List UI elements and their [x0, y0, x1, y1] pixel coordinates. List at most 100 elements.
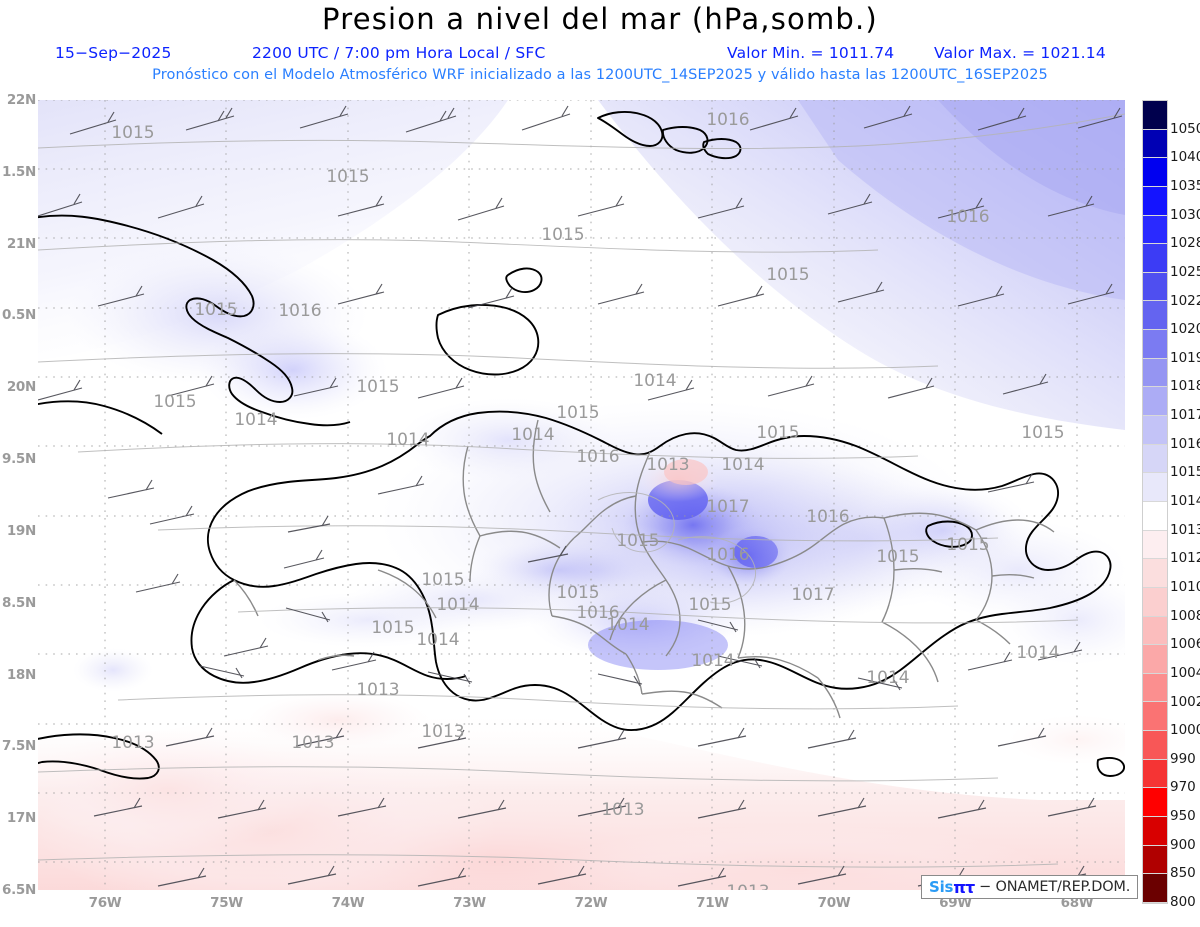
contour-label-26: 1015	[421, 570, 464, 590]
colorbar-label-1016: 1016	[1170, 435, 1200, 452]
contour-label-34: 1014	[606, 615, 649, 635]
colorbar-cell-1030[interactable]	[1143, 186, 1167, 216]
colorbar-cell-1010[interactable]	[1143, 559, 1167, 588]
longitude-axis: 76W 75W 74W 73W 72W 71W 70W 69W 68W	[38, 895, 1125, 915]
contour-label-42: 1013	[601, 800, 644, 820]
colorbar-label-1014: 1014	[1170, 493, 1200, 509]
colorbar-cell-1014[interactable]	[1143, 473, 1167, 502]
colorbar-cell-950[interactable]	[1143, 788, 1167, 818]
lon-tick-5: 71W	[696, 895, 729, 911]
watermark-badge: Sis πτ − ONAMET/REP.DOM.	[921, 875, 1139, 899]
lon-tick-8: 68W	[1060, 895, 1094, 911]
coastline-layer	[38, 110, 1125, 780]
contour-label-43: 1013	[726, 882, 769, 890]
colorbar-cell-1008[interactable]	[1143, 587, 1167, 617]
wind-barb-layer	[38, 105, 1123, 887]
colorbar-cell-1019[interactable]	[1143, 330, 1167, 359]
contour-label-3: 1016	[946, 207, 989, 227]
contour-label-5: 1015	[766, 265, 809, 285]
colorbar-cell-1035[interactable]	[1143, 158, 1167, 187]
colorbar-cell-1013[interactable]	[1143, 501, 1167, 531]
colorbar-cell-1017[interactable]	[1143, 387, 1167, 417]
lat-tick-10: 17N	[6, 810, 36, 827]
contour-label-19: 1014	[721, 455, 764, 475]
contour-label-32: 1015	[371, 618, 414, 638]
brand-tt-icon: πτ	[953, 877, 975, 897]
colorbar-cell-1000[interactable]	[1143, 702, 1167, 732]
contour-label-10: 1015	[153, 392, 196, 412]
header: Presion a nivel del mar (hPa,somb.) 15−S…	[0, 0, 1200, 96]
colorbar-label-1050: 1050	[1170, 120, 1200, 137]
model-footnote: Pronóstico con el Modelo Atmosférico WRF…	[152, 67, 1048, 83]
colorbar-cell-1040[interactable]	[1143, 129, 1167, 159]
contour-label-29: 1017	[791, 585, 834, 605]
org-label: − ONAMET/REP.DOM.	[979, 879, 1131, 895]
lat-tick-4: 20N	[6, 379, 36, 396]
lon-tick-4: 72W	[574, 895, 608, 911]
colorbar-cell-1025[interactable]	[1143, 244, 1167, 273]
colorbar-cell-1028[interactable]	[1143, 215, 1167, 245]
lat-tick-6: 19N	[6, 522, 36, 539]
contour-label-39: 1013	[421, 722, 464, 742]
colorbar-cell-970[interactable]	[1143, 759, 1167, 789]
colorbar-cell-1004[interactable]	[1143, 645, 1167, 674]
colorbar-cell-1016[interactable]	[1143, 416, 1167, 445]
colorbar-cell-1018[interactable]	[1143, 358, 1167, 388]
colorbar-label-1019: 1019	[1170, 349, 1200, 366]
colorbar-label-990: 990	[1170, 750, 1196, 767]
lat-tick-3: 0.5N	[1, 307, 36, 324]
contour-label-13: 1014	[511, 425, 554, 445]
brand-sis-text: Sis	[929, 878, 954, 896]
contour-label-21: 1016	[806, 507, 849, 527]
colorbar-cell-1015[interactable]	[1143, 444, 1167, 474]
contour-label-18: 1013	[646, 455, 689, 475]
colorbar-label-1020: 1020	[1170, 321, 1200, 338]
contour-label-22: 1016	[706, 545, 749, 565]
contour-label-23: 1015	[616, 531, 659, 551]
colorbar-label-1015: 1015	[1170, 464, 1200, 481]
header-subline: 15−Sep−2025 2200 UTC / 7:00 pm Hora Loca…	[0, 44, 1200, 64]
value-max: Valor Max. = 1021.14	[934, 44, 1106, 62]
contour-label-40: 1013	[111, 733, 154, 753]
colorbar-cell-1006[interactable]	[1143, 616, 1167, 646]
colorbar-label-1017: 1017	[1170, 407, 1200, 424]
lat-tick-1: 1.5N	[1, 163, 36, 180]
colorbar-label-1018: 1018	[1170, 378, 1200, 395]
value-min: Valor Min. = 1011.74	[727, 44, 895, 62]
colorbar-label-1002: 1002	[1170, 693, 1200, 710]
contour-label-17: 1016	[576, 447, 619, 467]
colorbar-cell-1050[interactable]	[1143, 101, 1167, 130]
contour-label-30: 1015	[688, 595, 731, 615]
colorbar[interactable]	[1142, 100, 1168, 904]
map-plot-area[interactable]: 1015 1016 1015 1016 1015 1015 1015 1016 1015 1014…	[38, 100, 1125, 890]
lat-tick-5: 9.5N	[1, 451, 36, 468]
colorbar-cell-1020[interactable]	[1143, 301, 1167, 331]
colorbar-label-1006: 1006	[1170, 636, 1200, 653]
colorbar-label-1010: 1010	[1170, 578, 1200, 595]
contour-label-2: 1015	[326, 167, 369, 187]
latitude-axis: 22N 1.5N 21N 0.5N 20N 9.5N 19N 8.5N 18N 7.5N 17N 6.…	[0, 92, 36, 898]
colorbar-cell-850[interactable]	[1143, 845, 1167, 875]
colorbar-label-1025: 1025	[1170, 263, 1200, 280]
colorbar-cell-1022[interactable]	[1143, 272, 1167, 302]
colorbar-label-800: 800	[1170, 894, 1196, 910]
contour-label-38: 1013	[356, 680, 399, 700]
colorbar-label-1030: 1030	[1170, 206, 1200, 223]
lon-tick-1: 75W	[210, 895, 243, 911]
contour-label-41: 1013	[291, 733, 334, 753]
forecast-time: 2200 UTC / 7:00 pm Hora Local / SFC	[252, 44, 546, 62]
colorbar-cell-1002[interactable]	[1143, 673, 1167, 703]
colorbar-cell-1012[interactable]	[1143, 530, 1167, 560]
colorbar-label-1022: 1022	[1170, 292, 1200, 309]
lon-tick-3: 73W	[453, 895, 486, 911]
colorbar-cell-900[interactable]	[1143, 817, 1167, 846]
colorbar-cell-990[interactable]	[1143, 731, 1167, 760]
contour-label-1: 1016	[706, 110, 749, 130]
contour-label-6: 1015	[194, 300, 237, 320]
contour-label-16: 1015	[1021, 423, 1064, 443]
colorbar-cell-800[interactable]	[1143, 874, 1167, 903]
contour-label-14: 1015	[556, 403, 599, 423]
isobar-contours	[38, 113, 1125, 868]
